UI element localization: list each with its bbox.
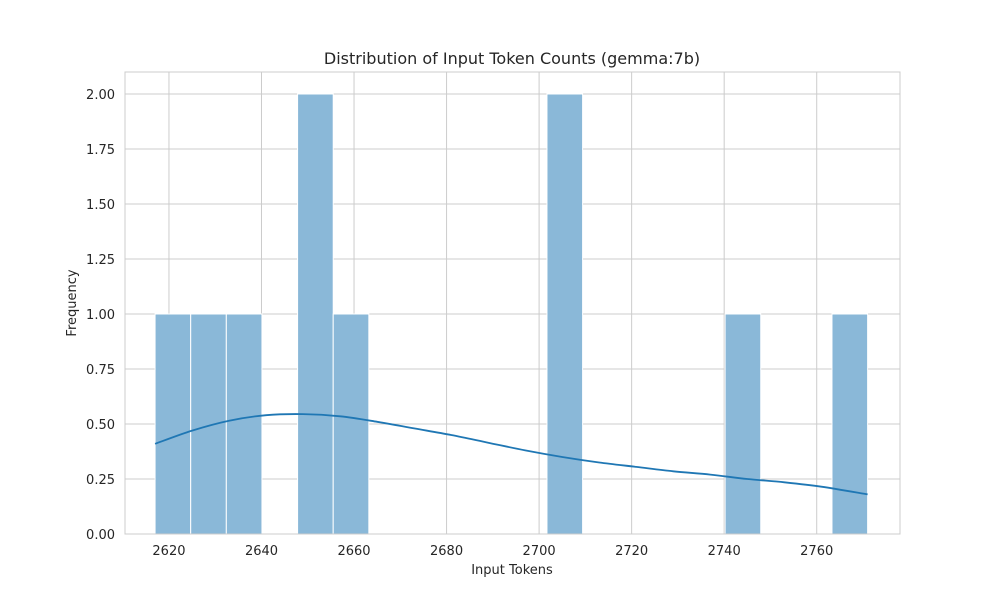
x-tick-label: 2720 bbox=[615, 544, 648, 559]
y-tick-label: 0.00 bbox=[86, 528, 115, 543]
histogram-bar bbox=[332, 313, 370, 535]
histogram-bar bbox=[546, 93, 584, 535]
y-tick-label: 2.00 bbox=[86, 88, 115, 103]
x-tick-label: 2680 bbox=[430, 544, 463, 559]
histogram-bar bbox=[831, 313, 869, 535]
plot-frame bbox=[124, 71, 901, 535]
y-tick-label: 0.75 bbox=[86, 363, 115, 378]
bar-layer bbox=[154, 93, 869, 535]
y-tick-label: 1.75 bbox=[86, 143, 115, 158]
x-tick-label: 2660 bbox=[337, 544, 370, 559]
x-tick-label: 2620 bbox=[152, 544, 185, 559]
x-tick-label: 2700 bbox=[523, 544, 556, 559]
y-axis-label: Frequency bbox=[65, 269, 80, 336]
histogram-bar bbox=[154, 313, 192, 535]
histogram-bar bbox=[724, 313, 762, 535]
y-tick-label: 1.25 bbox=[86, 253, 115, 268]
x-tick-label: 2640 bbox=[245, 544, 278, 559]
x-tick-label: 2740 bbox=[708, 544, 741, 559]
histogram-bar bbox=[297, 93, 334, 535]
kde-layer bbox=[154, 413, 868, 496]
x-tick-labels: 2620 2640 2660 2680 2700 2720 2740 2760 bbox=[152, 544, 833, 559]
y-tick-label: 0.50 bbox=[86, 418, 115, 433]
y-tick-label: 1.00 bbox=[86, 308, 115, 323]
y-tick-label: 0.25 bbox=[86, 473, 115, 488]
kde-curve bbox=[154, 413, 868, 496]
histogram-bar bbox=[225, 313, 263, 535]
chart-title: Distribution of Input Token Counts (gemm… bbox=[324, 49, 700, 68]
histogram-bar bbox=[190, 313, 227, 535]
y-tick-labels: 0.00 0.25 0.50 0.75 1.00 1.25 1.50 1.75 2.00 bbox=[86, 88, 115, 543]
y-tick-label: 1.50 bbox=[86, 198, 115, 213]
x-tick-label: 2760 bbox=[800, 544, 833, 559]
x-axis-label: Input Tokens bbox=[471, 563, 553, 578]
